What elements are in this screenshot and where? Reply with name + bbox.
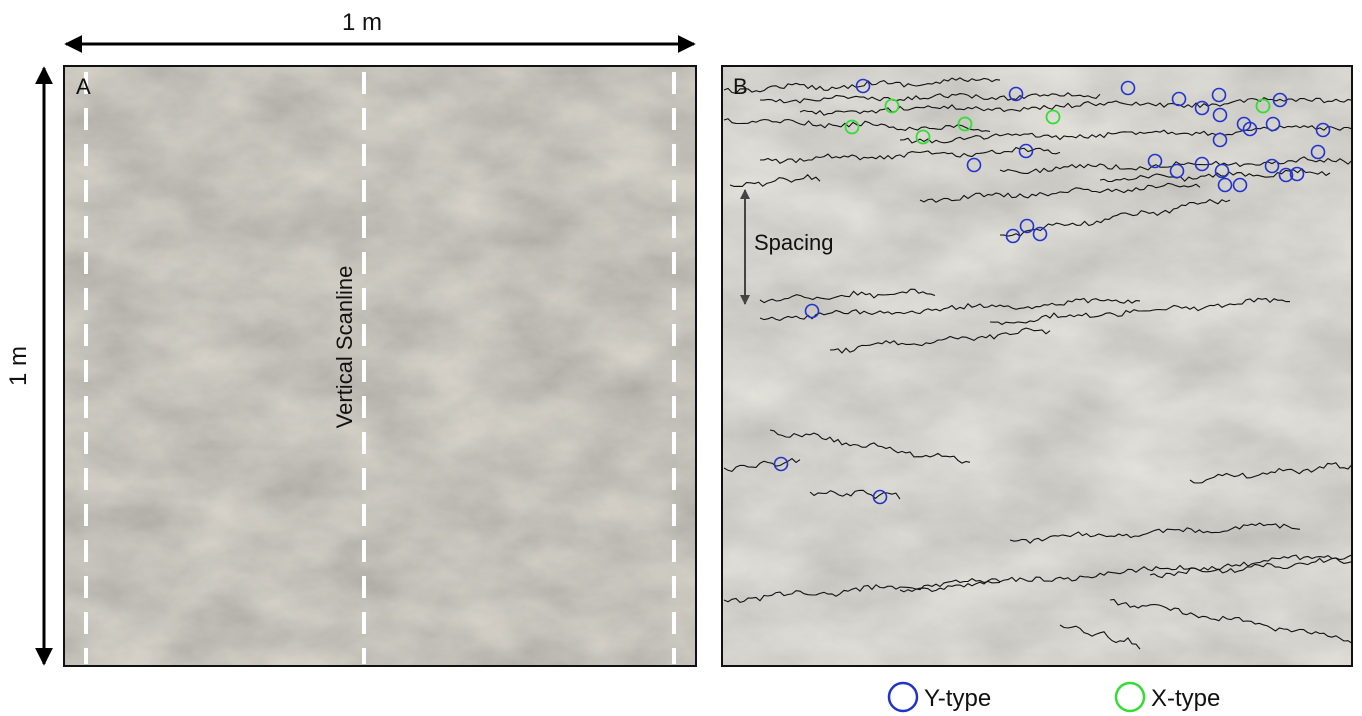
width-label: 1 m [342,9,382,36]
panel-label: B [733,74,748,99]
scanline-label: Vertical Scanline [332,266,357,429]
figure: 1 m 1 m A Vertical Scanline B Spacing Y-… [0,0,1362,716]
legend-swatch [1116,683,1144,711]
spacing-label: Spacing [754,230,834,255]
panel-b: B Spacing [722,66,1352,666]
legend-label: Y-type [924,685,991,712]
legend-label: X-type [1151,685,1220,712]
panel-a: A Vertical Scanline [64,66,696,666]
rock-photo [64,66,696,666]
rock-photo [722,66,1352,666]
panel-label: A [76,74,91,99]
legend-swatch [889,683,917,711]
height-label: 1 m [5,346,32,386]
